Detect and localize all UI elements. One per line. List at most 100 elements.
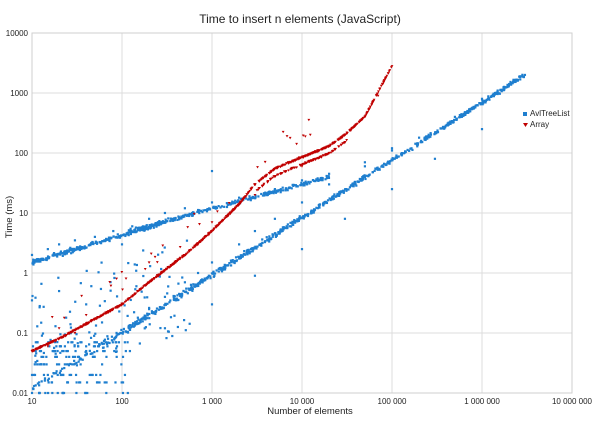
data-point (237, 243, 241, 246)
data-point (134, 226, 137, 229)
data-point (34, 296, 37, 299)
data-point (205, 234, 208, 238)
data-point (300, 156, 304, 159)
data-point (51, 349, 54, 353)
data-point (208, 207, 211, 210)
data-point (180, 292, 184, 295)
data-point (249, 197, 252, 200)
data-point (519, 78, 522, 81)
data-point (133, 229, 136, 232)
data-point (344, 188, 347, 191)
data-point (154, 310, 157, 313)
data-point (521, 73, 524, 76)
data-point (94, 332, 97, 335)
data-point (416, 143, 419, 146)
data-point (220, 205, 224, 208)
data-point (294, 158, 298, 162)
data-point (40, 380, 43, 383)
x-tick-label: 100 (115, 397, 129, 406)
data-point (59, 369, 62, 372)
data-point (375, 93, 379, 97)
data-point (93, 350, 96, 354)
data-point (129, 298, 132, 302)
data-point (95, 373, 98, 377)
data-point (157, 308, 161, 311)
data-point (34, 361, 37, 364)
data-point (220, 269, 223, 272)
data-point (286, 223, 289, 226)
data-point (365, 174, 368, 177)
data-point (141, 317, 144, 320)
data-point (338, 137, 342, 141)
data-point (36, 359, 39, 363)
data-point (202, 279, 205, 282)
data-point (229, 212, 232, 215)
data-point (63, 345, 67, 348)
data-point (136, 226, 139, 230)
data-point (80, 246, 83, 249)
data-point (61, 254, 64, 257)
data-point (40, 321, 43, 324)
data-point (279, 189, 282, 192)
data-point (271, 235, 274, 238)
data-point (108, 341, 111, 345)
data-point (302, 217, 305, 220)
data-point (125, 330, 128, 334)
data-point (300, 181, 303, 184)
data-point (241, 199, 245, 202)
data-point (117, 333, 120, 336)
data-point (81, 246, 84, 249)
data-point (160, 267, 163, 271)
data-point (260, 192, 263, 196)
data-point (206, 208, 209, 211)
data-point (65, 349, 68, 353)
data-point (300, 179, 304, 182)
data-point (264, 240, 267, 243)
data-point (390, 65, 394, 68)
data-point (487, 95, 490, 98)
data-point (257, 195, 260, 198)
data-point (289, 161, 293, 164)
data-point (423, 136, 426, 139)
data-point (286, 226, 289, 229)
data-point (200, 239, 203, 242)
data-point (223, 263, 226, 266)
data-point (85, 269, 88, 272)
data-point (83, 245, 86, 248)
data-point (152, 311, 155, 314)
data-point (99, 373, 102, 377)
data-point (190, 285, 193, 288)
data-point (214, 207, 217, 210)
data-point (124, 233, 127, 236)
data-point (141, 228, 144, 231)
data-point (107, 238, 110, 241)
data-point (516, 79, 519, 82)
data-point (217, 270, 220, 273)
data-point (191, 289, 194, 292)
data-point (276, 189, 279, 192)
data-point (103, 381, 106, 384)
data-point (71, 355, 75, 358)
data-point (32, 387, 35, 391)
data-point (149, 265, 152, 268)
data-point (70, 252, 73, 255)
data-point (149, 252, 153, 256)
data-point (284, 187, 287, 190)
data-point (139, 228, 142, 231)
data-point (264, 191, 267, 194)
data-point (250, 196, 253, 200)
data-point (89, 336, 93, 339)
data-point (326, 199, 330, 202)
data-point (76, 355, 80, 358)
data-point (102, 342, 106, 345)
data-point (459, 115, 462, 119)
data-point (122, 302, 125, 305)
data-point (263, 160, 267, 164)
data-point (126, 331, 130, 334)
data-point (332, 197, 335, 200)
data-point (155, 222, 159, 225)
data-point (223, 268, 227, 271)
data-point (280, 228, 283, 231)
data-point (445, 123, 448, 127)
data-point (288, 225, 291, 228)
